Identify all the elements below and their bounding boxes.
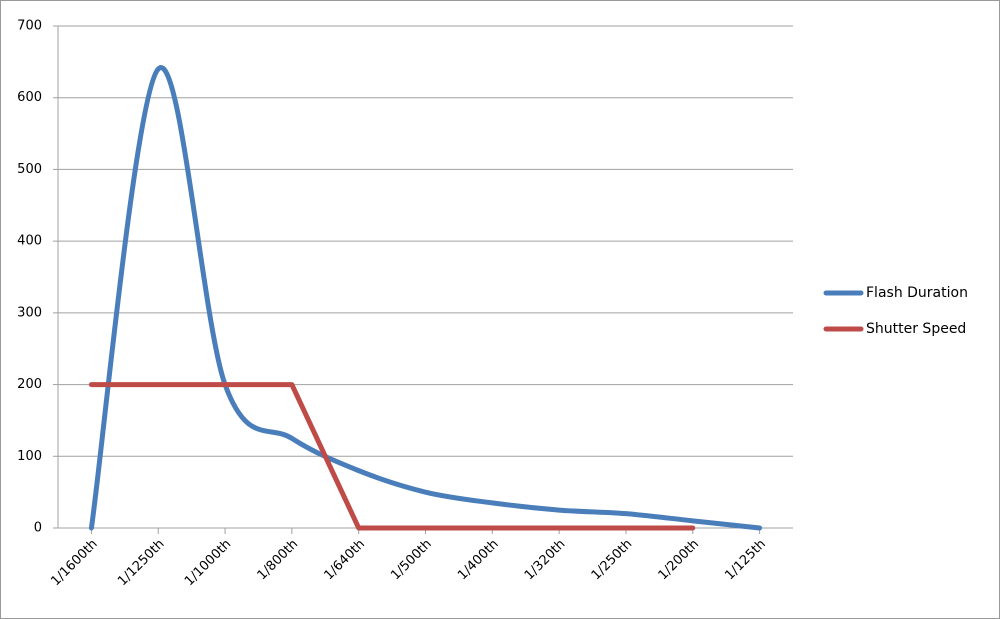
legend-label: Shutter Speed [866,321,966,337]
legend-label: Flash Duration [866,285,968,301]
y-tick-label: 500 [17,162,42,177]
y-tick-label: 600 [17,90,42,105]
y-tick-label: 0 [34,521,42,536]
y-tick-label: 100 [17,449,42,464]
y-tick-label: 400 [17,234,42,249]
y-tick-label: 200 [17,377,42,392]
y-tick-label: 700 [17,19,42,34]
series-line [88,382,696,531]
y-tick-label: 300 [17,305,42,320]
series-line [88,65,763,531]
